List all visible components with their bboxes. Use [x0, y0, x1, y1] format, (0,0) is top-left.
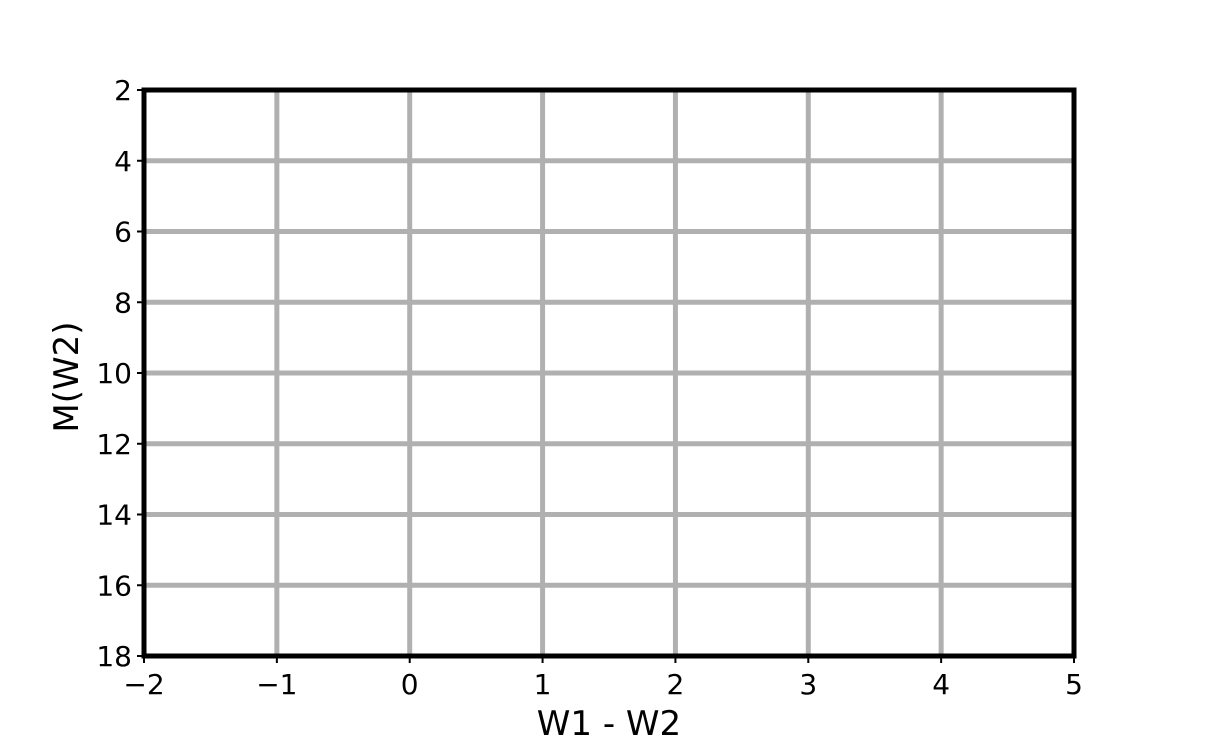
- x-tick-label: 3: [799, 668, 817, 701]
- y-tick-label: 6: [114, 216, 132, 249]
- x-tick-label: 4: [932, 668, 950, 701]
- y-tick-label: 2: [114, 74, 132, 107]
- x-tick-label: 1: [534, 668, 552, 701]
- y-axis-ticks: 2 4 6 8 10 12 14 16 18: [96, 74, 144, 673]
- x-tick-label: −1: [256, 668, 297, 701]
- y-tick-label: 18: [96, 640, 132, 673]
- x-tick-label: −2: [123, 668, 164, 701]
- y-tick-label: 4: [114, 145, 132, 178]
- x-tick-label: 0: [401, 668, 419, 701]
- y-tick-label: 12: [96, 428, 132, 461]
- y-tick-label: 14: [96, 499, 132, 532]
- x-axis-ticks: −2 −1 0 1 2 3 4 5: [123, 656, 1083, 701]
- y-tick-label: 10: [96, 357, 132, 390]
- x-axis-label: W1 - W2: [537, 704, 681, 744]
- y-axis-label: M(W2): [47, 321, 87, 432]
- x-tick-label: 5: [1065, 668, 1083, 701]
- y-tick-label: 16: [96, 569, 132, 602]
- x-tick-label: 2: [667, 668, 685, 701]
- y-tick-label: 8: [114, 286, 132, 319]
